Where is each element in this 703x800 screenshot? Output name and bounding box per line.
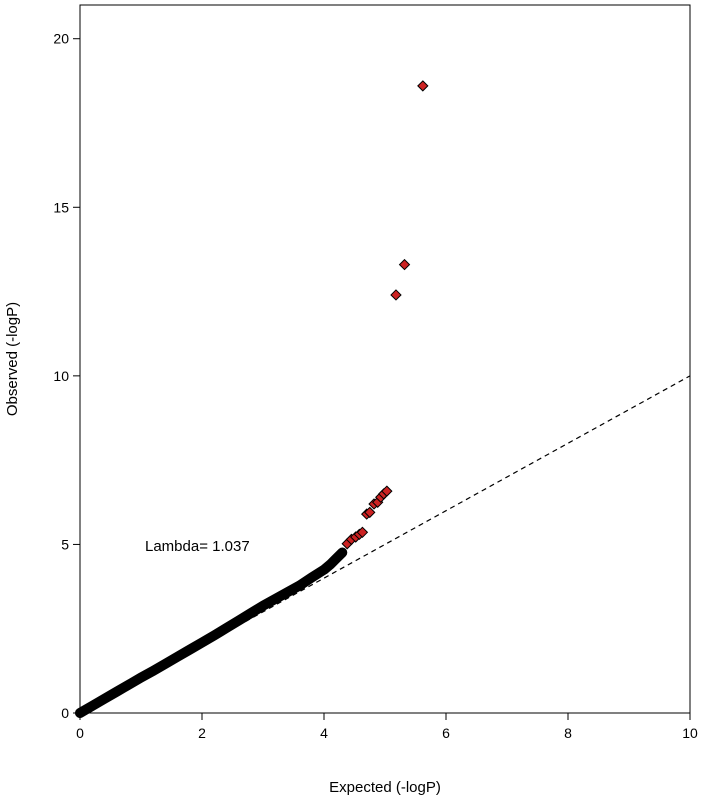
data-point [234, 616, 244, 626]
data-point [325, 560, 335, 570]
x-tick-label: 8 [564, 725, 572, 741]
data-point [160, 659, 170, 669]
x-tick-label: 2 [198, 725, 206, 741]
data-point [319, 565, 329, 575]
x-axis: 0 2 4 6 8 10 [76, 713, 698, 741]
y-tick-label: 15 [53, 199, 69, 215]
x-tick-label: 4 [320, 725, 328, 741]
x-tick-label: 6 [442, 725, 450, 741]
data-point [99, 694, 109, 704]
data-point [270, 594, 280, 604]
data-point [197, 638, 207, 648]
significant-point [398, 258, 411, 271]
data-point [124, 680, 134, 690]
reference-line [79, 375, 691, 714]
y-tick-label: 20 [53, 31, 69, 47]
data-point [221, 623, 231, 633]
x-tick-label: 10 [682, 725, 698, 741]
data-point [209, 630, 219, 640]
y-axis: 0 5 10 15 20 [53, 31, 80, 721]
reference-line-layer [79, 375, 691, 714]
x-axis-title: Expected (-logP) [329, 779, 441, 796]
data-point [185, 645, 195, 655]
points-layer [75, 80, 429, 718]
significant-point [381, 485, 393, 497]
data-point [282, 587, 292, 597]
y-axis-title: Observed (-logP) [4, 302, 21, 416]
y-tick-label: 0 [61, 705, 69, 721]
x-tick-label: 0 [76, 725, 84, 741]
data-point [87, 701, 97, 711]
data-point [331, 554, 341, 564]
data-point [307, 572, 317, 582]
y-tick-label: 10 [53, 368, 69, 384]
data-point [173, 652, 183, 662]
data-point [258, 601, 268, 611]
data-point [136, 673, 146, 683]
significant-point [417, 80, 429, 92]
significant-point [364, 506, 376, 519]
data-point [112, 687, 122, 697]
data-point [337, 548, 347, 558]
significant-point [390, 289, 402, 301]
lambda-annotation: Lambda= 1.037 [145, 538, 250, 555]
data-point [295, 581, 305, 591]
plot-frame [79, 4, 691, 714]
data-point [148, 666, 158, 676]
y-tick-label: 5 [61, 536, 69, 552]
data-point [246, 608, 256, 618]
significant-point [356, 526, 369, 538]
